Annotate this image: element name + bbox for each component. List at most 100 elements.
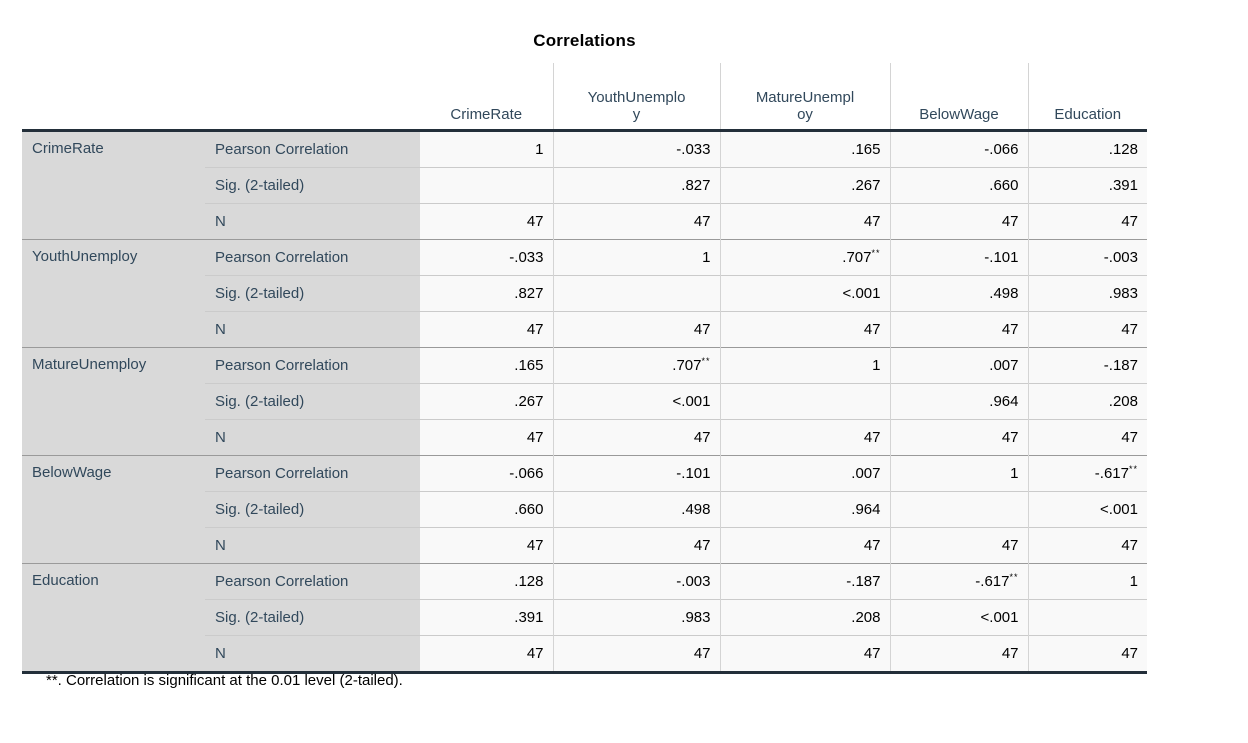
column-header-label: BelowWage	[919, 106, 999, 123]
row-stat-label: N	[205, 635, 420, 674]
sig-cell: .267	[420, 383, 553, 420]
sig-cell	[889, 491, 1028, 528]
table-row: Sig. (2-tailed) .827.267.660.391	[22, 167, 1147, 204]
table-title: Correlations	[533, 31, 636, 50]
table-row: N 47 47 47 47 47	[22, 635, 1147, 674]
n-cell: 47	[420, 635, 553, 674]
pearson-cell: .165	[420, 347, 553, 384]
pearson-cell: 1	[552, 239, 720, 276]
sig-cell: .208	[719, 599, 890, 636]
table-row: MatureUnemploy Pearson Correlation .165.70…	[22, 347, 1147, 456]
n-cell: 47	[1027, 635, 1147, 674]
n-cell: 47	[1027, 203, 1147, 240]
n-cell: 47	[552, 311, 720, 348]
table-row: Sig. (2-tailed) .827 <.001.498.983	[22, 275, 1147, 312]
table-row: N 47 47 47 47 47	[22, 203, 1147, 240]
pearson-cell: -.617**	[1027, 455, 1147, 492]
n-cell: 47	[889, 635, 1028, 674]
table-row: Sig. (2-tailed) .660.498.964 <.001	[22, 491, 1147, 528]
row-stat-label: N	[205, 311, 420, 348]
n-cell: 47	[1027, 527, 1147, 564]
pearson-cell: 1	[1027, 563, 1147, 600]
n-cell: 47	[552, 527, 720, 564]
column-header-youthunemploy: YouthUnemploy	[552, 63, 720, 132]
n-cell: 47	[552, 635, 720, 674]
stub-header-blank	[22, 63, 420, 132]
column-header-belowwage: BelowWage	[889, 63, 1028, 132]
table-row: N 47 47 47 47 47	[22, 419, 1147, 456]
table-row: YouthUnemploy Pearson Correlation -.033 1.7…	[22, 239, 1147, 348]
significance-footnote: **. Correlation is significant at the 0.…	[46, 672, 403, 689]
pearson-cell: .165	[719, 130, 890, 168]
sig-cell: <.001	[552, 383, 720, 420]
sig-cell	[719, 383, 890, 420]
column-header-label: YouthUnemploy	[587, 89, 686, 123]
row-variable-label: CrimeRate	[22, 130, 205, 240]
row-variable-label: MatureUnemploy	[22, 347, 205, 456]
n-cell: 47	[1027, 419, 1147, 456]
pearson-cell: -.003	[1027, 239, 1147, 276]
n-cell: 47	[420, 419, 553, 456]
pearson-cell: -.033	[420, 239, 553, 276]
table-row: Education Pearson Correlation .128 -.003 -.1…	[22, 563, 1147, 674]
pearson-cell: -.033	[552, 130, 720, 168]
table-row: Sig. (2-tailed) .391.983.208 <.001	[22, 599, 1147, 636]
column-header-label: MatureUnemploy	[755, 89, 855, 123]
significance-marker: **	[701, 356, 711, 366]
sig-cell: .391	[1027, 167, 1147, 204]
sig-cell: <.001	[719, 275, 890, 312]
n-cell: 47	[889, 203, 1028, 240]
sig-cell: .983	[1027, 275, 1147, 312]
table-row: Sig. (2-tailed) .267 <.001 .964.208	[22, 383, 1147, 420]
sig-cell: .498	[889, 275, 1028, 312]
pearson-cell: -.066	[420, 455, 553, 492]
sig-cell	[1027, 599, 1147, 636]
n-cell: 47	[889, 527, 1028, 564]
sig-cell: .498	[552, 491, 720, 528]
n-cell: 47	[1027, 311, 1147, 348]
row-stat-label: Pearson Correlation	[205, 130, 420, 168]
n-cell: 47	[420, 527, 553, 564]
pearson-cell: -.617**	[889, 563, 1028, 600]
n-cell: 47	[719, 203, 890, 240]
sig-cell: .827	[420, 275, 553, 312]
n-cell: 47	[420, 311, 553, 348]
pearson-cell: -.003	[552, 563, 720, 600]
row-stat-label: N	[205, 419, 420, 456]
row-stat-label: N	[205, 527, 420, 564]
row-stat-label: Sig. (2-tailed)	[205, 491, 420, 528]
table-row: BelowWage Pearson Correlation -.066 -.101.0…	[22, 455, 1147, 564]
pearson-cell: 1	[889, 455, 1028, 492]
sig-cell: <.001	[1027, 491, 1147, 528]
sig-cell: .964	[889, 383, 1028, 420]
n-cell: 47	[719, 527, 890, 564]
column-header-matureunemploy: MatureUnemploy	[719, 63, 890, 132]
pearson-cell: .707**	[719, 239, 890, 276]
sig-cell: .660	[889, 167, 1028, 204]
row-stat-label: Sig. (2-tailed)	[205, 599, 420, 636]
sig-cell: .827	[552, 167, 720, 204]
pearson-cell: .128	[1027, 130, 1147, 168]
table-row: N 47 47 47 47 47	[22, 311, 1147, 348]
sig-cell	[420, 167, 553, 204]
row-variable-label: YouthUnemploy	[22, 239, 205, 348]
column-header-label: CrimeRate	[450, 106, 523, 123]
pearson-cell: -.066	[889, 130, 1028, 168]
row-stat-label: Sig. (2-tailed)	[205, 383, 420, 420]
n-cell: 47	[552, 419, 720, 456]
significance-marker: **	[1009, 572, 1019, 582]
column-header-education: Education	[1027, 63, 1147, 132]
sig-cell: .208	[1027, 383, 1147, 420]
column-header-crimerate: CrimeRate	[420, 63, 553, 132]
pearson-cell: 1	[719, 347, 890, 384]
pearson-cell: 1	[420, 130, 553, 168]
row-variable-label: Education	[22, 563, 205, 674]
sig-cell: .267	[719, 167, 890, 204]
header-row: CrimeRate YouthUnemploy MatureUnemploy Belo…	[22, 63, 1147, 132]
n-cell: 47	[420, 203, 553, 240]
row-stat-label: Pearson Correlation	[205, 347, 420, 384]
column-header-label: Education	[1054, 106, 1122, 123]
row-stat-label: Pearson Correlation	[205, 563, 420, 600]
pearson-cell: .007	[719, 455, 890, 492]
